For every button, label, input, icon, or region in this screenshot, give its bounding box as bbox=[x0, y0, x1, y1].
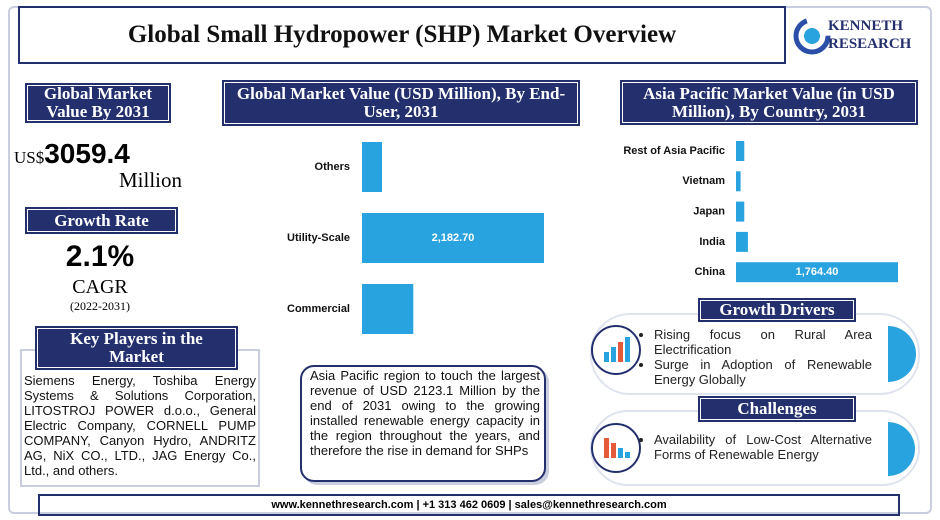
list-item: Surge in Adoption of Renewable Energy Gl… bbox=[654, 357, 872, 387]
bar bbox=[736, 262, 898, 283]
value-label: 2,182.70 bbox=[432, 232, 475, 244]
drivers-decor bbox=[591, 325, 916, 382]
note-box bbox=[300, 365, 546, 482]
challenges-decor bbox=[591, 422, 915, 476]
challenges-list: Availability of Low-Cost Alternative For… bbox=[638, 432, 872, 462]
key-players-text: Siemens Energy, Toshiba Energy Systems &… bbox=[24, 373, 256, 478]
growth-value: 2.1% bbox=[65, 240, 135, 273]
list-item: Rising focus on Rural Area Electrificati… bbox=[654, 327, 872, 357]
chart-title: Asia Pacific Market Value (in USD Millio… bbox=[620, 80, 918, 125]
section-heading: Global Market Value By 2031 bbox=[25, 83, 171, 123]
bar bbox=[362, 142, 383, 192]
market-value: US$3059.4 bbox=[14, 138, 194, 170]
category-label: Others bbox=[315, 161, 350, 173]
category-label: Utility-Scale bbox=[287, 232, 350, 244]
unit: Million bbox=[119, 168, 183, 192]
logo-icon bbox=[793, 17, 831, 55]
section-heading: Challenges bbox=[698, 396, 856, 422]
page-title: Global Small Hydropower (SHP) Market Ove… bbox=[18, 6, 786, 64]
logo-text: RESEARCH bbox=[828, 36, 912, 52]
bar bbox=[362, 213, 544, 263]
footer: www.kennethresearch.com | +1 313 462 060… bbox=[38, 494, 900, 516]
chart: Others Utility-Scale 2,182.70 Commercial bbox=[287, 142, 544, 334]
chart: Rest of Asia Pacific Vietnam Japan India Chi… bbox=[623, 141, 898, 283]
category-label: Japan bbox=[693, 206, 725, 218]
growth-label: CAGR bbox=[72, 276, 128, 298]
drivers-list: Rising focus on Rural Area Electrificati… bbox=[638, 327, 872, 387]
currency: US$ bbox=[14, 148, 45, 167]
bar bbox=[736, 201, 745, 222]
growth-period: (2022-2031) bbox=[70, 299, 130, 313]
category-label: Commercial bbox=[287, 303, 350, 315]
bar bbox=[736, 171, 741, 192]
note-text: Asia Pacific region to touch the largest… bbox=[310, 368, 540, 458]
logo-text: KENNETH bbox=[828, 18, 904, 34]
category-label: Vietnam bbox=[682, 175, 725, 187]
bar bbox=[736, 141, 745, 161]
section-heading: Growth Drivers bbox=[698, 298, 856, 322]
category-label: Rest of Asia Pacific bbox=[623, 145, 725, 157]
logo: KENNETH RESEARCH bbox=[792, 14, 922, 58]
value-label: 1,764.40 bbox=[796, 266, 839, 278]
category-label: China bbox=[694, 266, 725, 278]
bar bbox=[736, 231, 748, 252]
value: 3059.4 bbox=[44, 138, 130, 169]
chart-title: Global Market Value (USD Million), By En… bbox=[222, 80, 580, 126]
section-heading: Growth Rate bbox=[25, 207, 178, 234]
bar bbox=[362, 284, 414, 334]
list-item: Availability of Low-Cost Alternative For… bbox=[654, 432, 872, 462]
category-label: India bbox=[699, 236, 726, 248]
section-heading: Key Players in the Market bbox=[35, 326, 238, 370]
